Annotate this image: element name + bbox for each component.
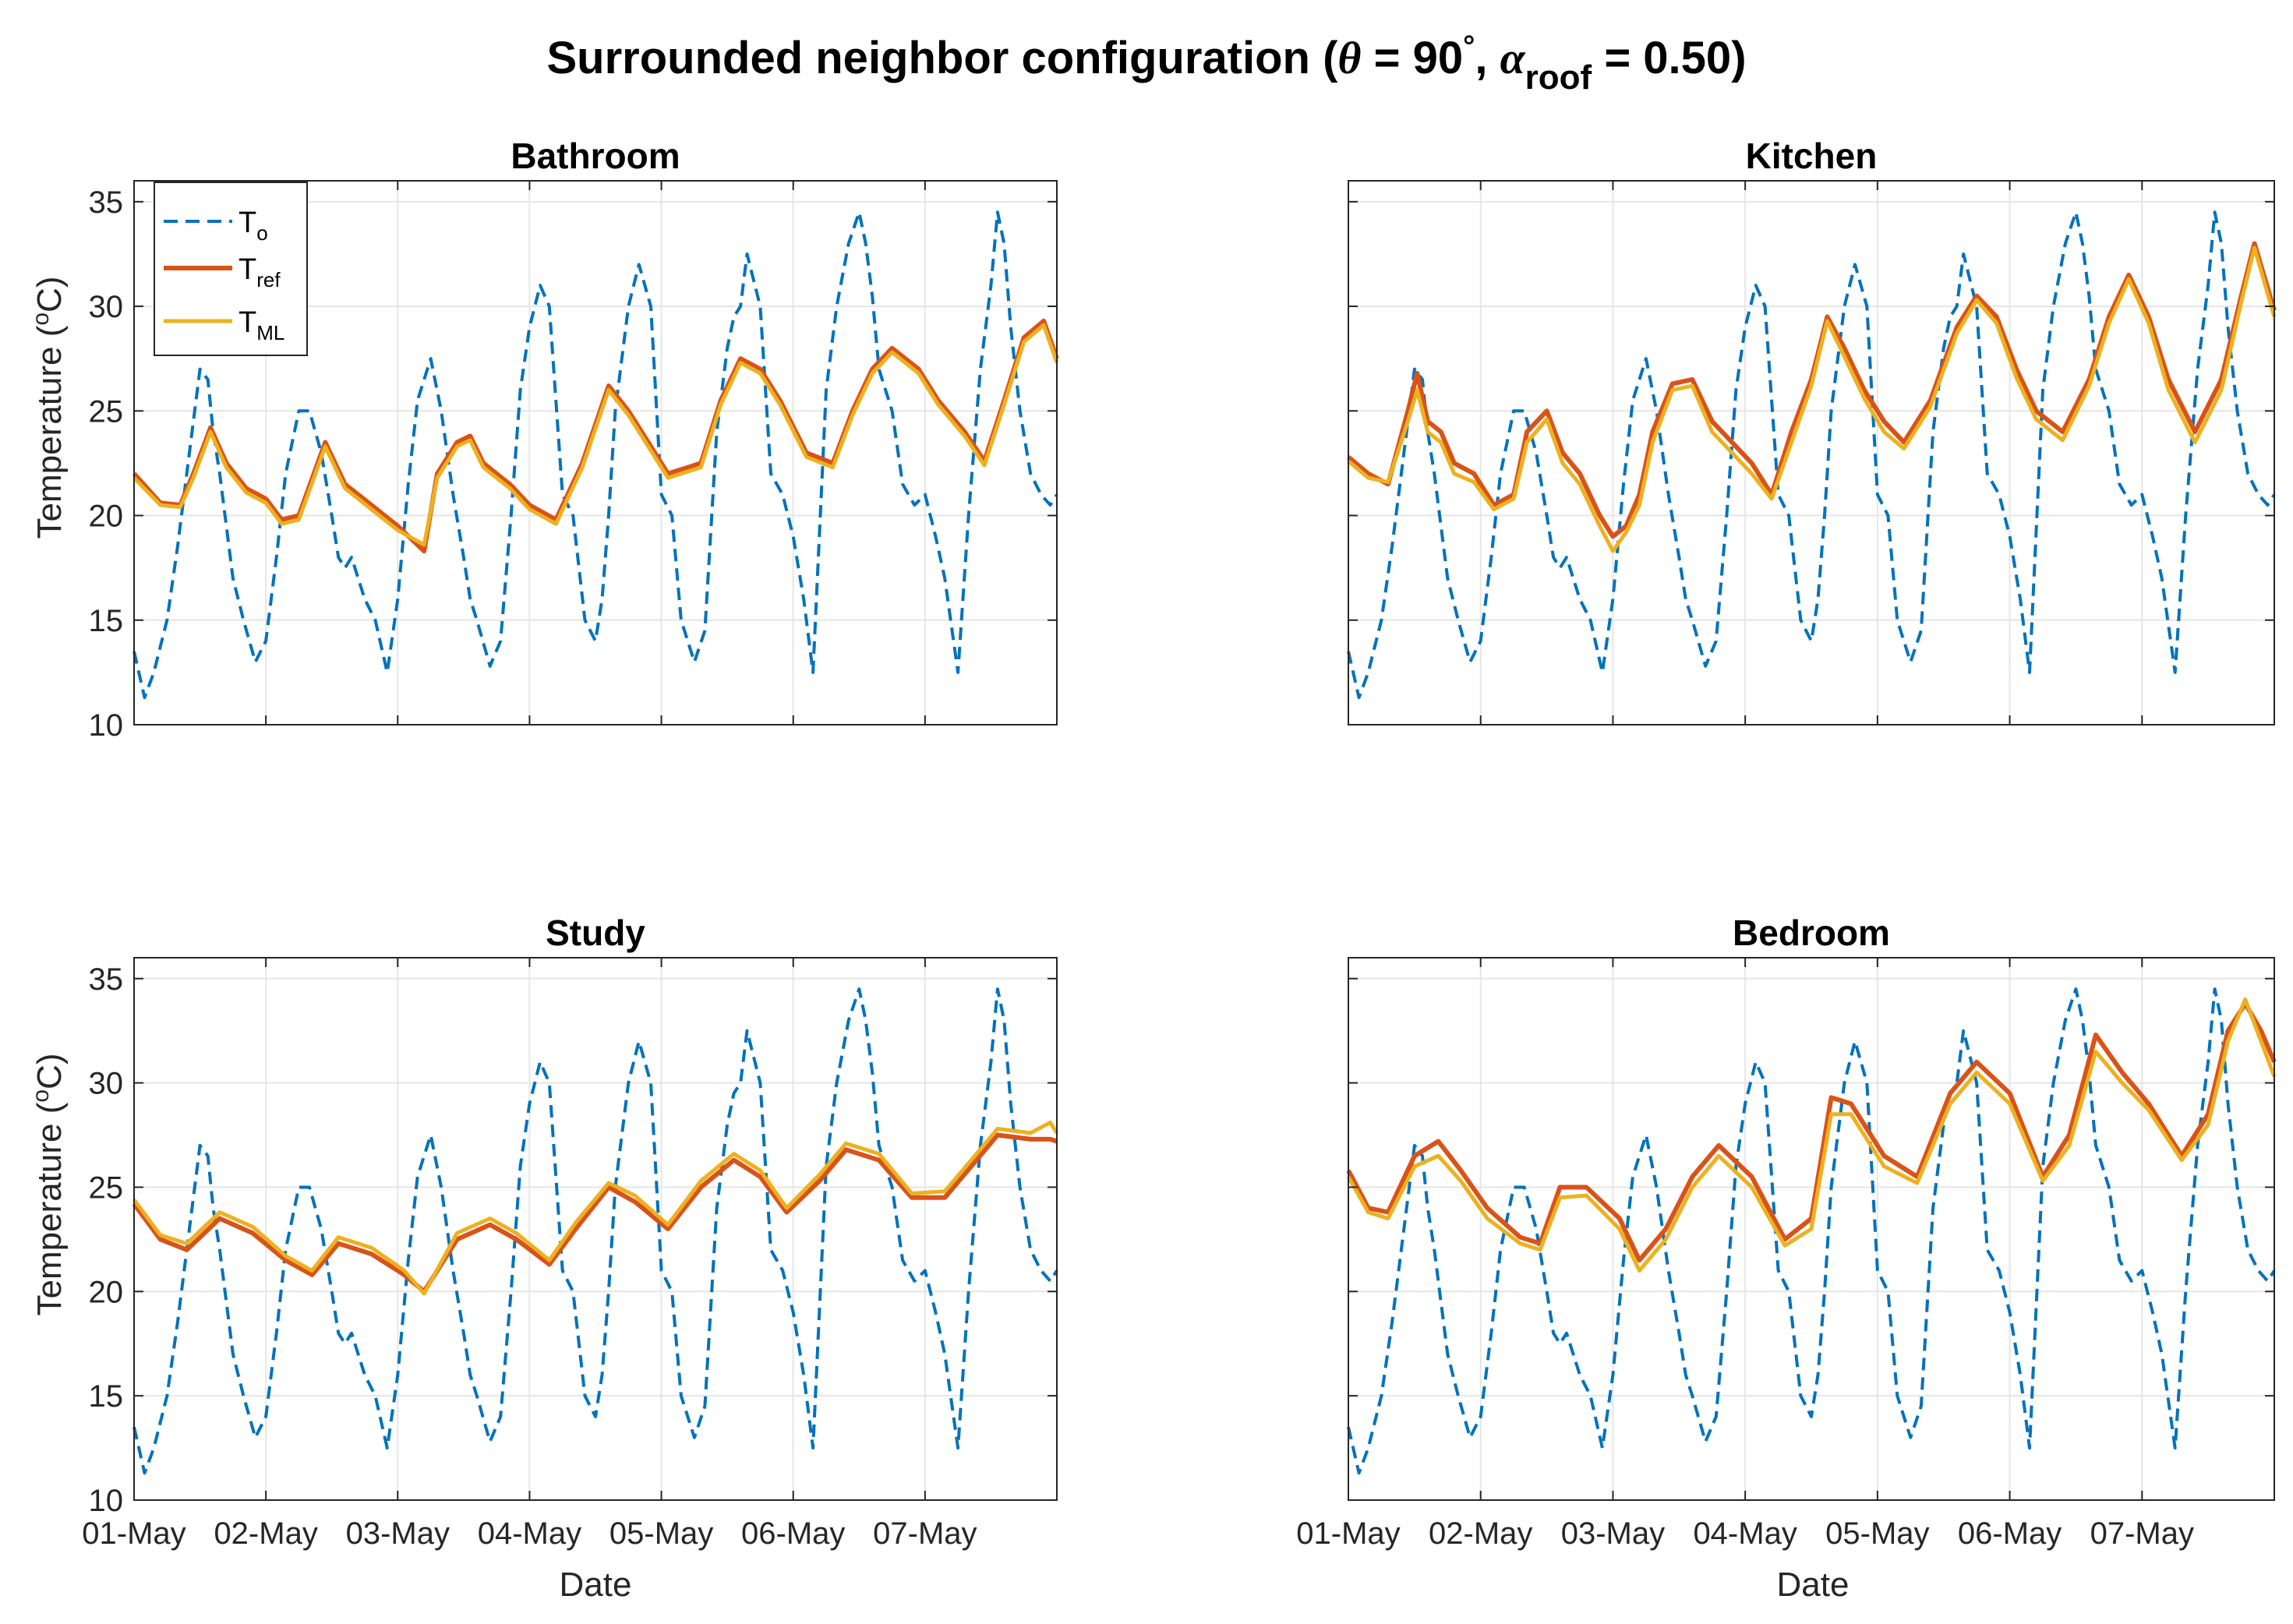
- series-outdoor-line: [1347, 987, 2276, 1475]
- ylabel-sup: o: [28, 312, 54, 326]
- series-outdoor-line: [132, 987, 1058, 1475]
- x-tick-label: 07-May: [873, 1516, 977, 1551]
- panel-kitchen: Kitchen: [1347, 136, 2277, 726]
- x-tick-label: 03-May: [1561, 1516, 1665, 1551]
- legend: To Tref TML: [154, 182, 308, 356]
- legend-tml-label: TML: [238, 306, 284, 344]
- y-tick-label: 25: [89, 394, 124, 429]
- panel-bedroom: 01-May 02-May 03-May 04-May 05-May 06-May 07-M…: [1296, 913, 2277, 1551]
- legend-tml-sub: ML: [256, 321, 284, 344]
- ylabel-post: C): [30, 1053, 69, 1089]
- title-part-main: Surrounded neighbor configuration (: [546, 33, 1338, 83]
- panel-study: 10 15 20 25 30 35 01-May 02-May 03-May 04-May 05-M…: [82, 913, 1059, 1551]
- y-tick-label: 30: [89, 1067, 124, 1101]
- series-tml-line: [132, 323, 1059, 547]
- x-tick-label: 01-May: [1296, 1516, 1400, 1551]
- title-part-comma: ,: [1475, 33, 1500, 83]
- legend-to-base: T: [238, 207, 256, 239]
- ylabel-pre: Temperature (: [30, 1102, 69, 1315]
- y-tick-label: 35: [89, 185, 124, 220]
- y-tick-label: 15: [89, 1379, 124, 1414]
- panel-title-bedroom: Bedroom: [1733, 913, 1890, 953]
- legend-tml-base: T: [238, 306, 256, 339]
- legend-to-sub: o: [256, 221, 267, 245]
- y-tick-label: 10: [89, 1484, 124, 1518]
- title-part-tail: = 0.50): [1592, 33, 1746, 83]
- title-part-roof: roof: [1525, 58, 1592, 97]
- y-tick-label: 10: [89, 708, 124, 743]
- axes-frame: [133, 180, 1058, 726]
- ylabel-pre: Temperature (: [30, 325, 69, 538]
- x-tick-label: 06-May: [741, 1516, 845, 1551]
- y-tick-label: 20: [89, 1275, 124, 1309]
- y-tick-label: 20: [89, 500, 124, 534]
- y-tick-label: 25: [89, 1170, 124, 1205]
- figure-title: Surrounded neighbor configuration (θ = 9…: [546, 30, 1746, 97]
- title-part-degree: °: [1463, 30, 1475, 63]
- title-part-eq90: = 90: [1362, 33, 1464, 83]
- title-part-theta: θ: [1337, 33, 1361, 83]
- y-tick-label: 30: [89, 290, 124, 324]
- y-tick-label: 35: [89, 962, 124, 997]
- x-tick-label: 06-May: [1958, 1516, 2062, 1551]
- y-axis-label-top: Temperature (oC): [28, 276, 69, 538]
- axes-frame: [133, 957, 1058, 1501]
- x-tick-label: 04-May: [1693, 1516, 1797, 1551]
- ylabel-post: C): [30, 276, 69, 312]
- axes-frame: [1348, 957, 2275, 1501]
- title-part-alpha: α: [1500, 33, 1526, 83]
- axes-frame: [1348, 180, 2275, 726]
- ylabel-sup: o: [28, 1089, 54, 1103]
- legend-tref-sub: ref: [256, 268, 281, 291]
- series-tref-line: [132, 1132, 1058, 1294]
- series-tml-line: [1347, 245, 2277, 553]
- x-tick-label: 05-May: [609, 1516, 713, 1551]
- plot-area: [134, 958, 1057, 1500]
- x-tick-label: 02-May: [214, 1516, 317, 1551]
- panel-title-bathroom: Bathroom: [511, 136, 680, 176]
- y-axis-label-bottom: Temperature (oC): [28, 1053, 69, 1315]
- x-tick-label: 01-May: [82, 1516, 185, 1551]
- x-tick-label: 05-May: [1825, 1516, 1929, 1551]
- x-axis-label-right: Date: [1777, 1566, 1850, 1604]
- legend-tref-label: Tref: [238, 253, 281, 291]
- plot-area: [1348, 181, 2274, 725]
- x-tick-label: 03-May: [346, 1516, 450, 1551]
- x-tick-label: 04-May: [478, 1516, 581, 1551]
- x-tick-label: 02-May: [1429, 1516, 1532, 1551]
- legend-tref-base: T: [238, 253, 256, 286]
- x-tick-label: 07-May: [2090, 1516, 2194, 1551]
- series-tml-line: [1346, 997, 2277, 1273]
- x-axis-label-left: Date: [560, 1566, 632, 1604]
- panel-title-kitchen: Kitchen: [1746, 136, 1878, 176]
- series-tml-line: [132, 1121, 1059, 1296]
- legend-to-label: To: [238, 207, 268, 245]
- panel-title-study: Study: [546, 913, 645, 953]
- y-tick-label: 15: [89, 604, 124, 638]
